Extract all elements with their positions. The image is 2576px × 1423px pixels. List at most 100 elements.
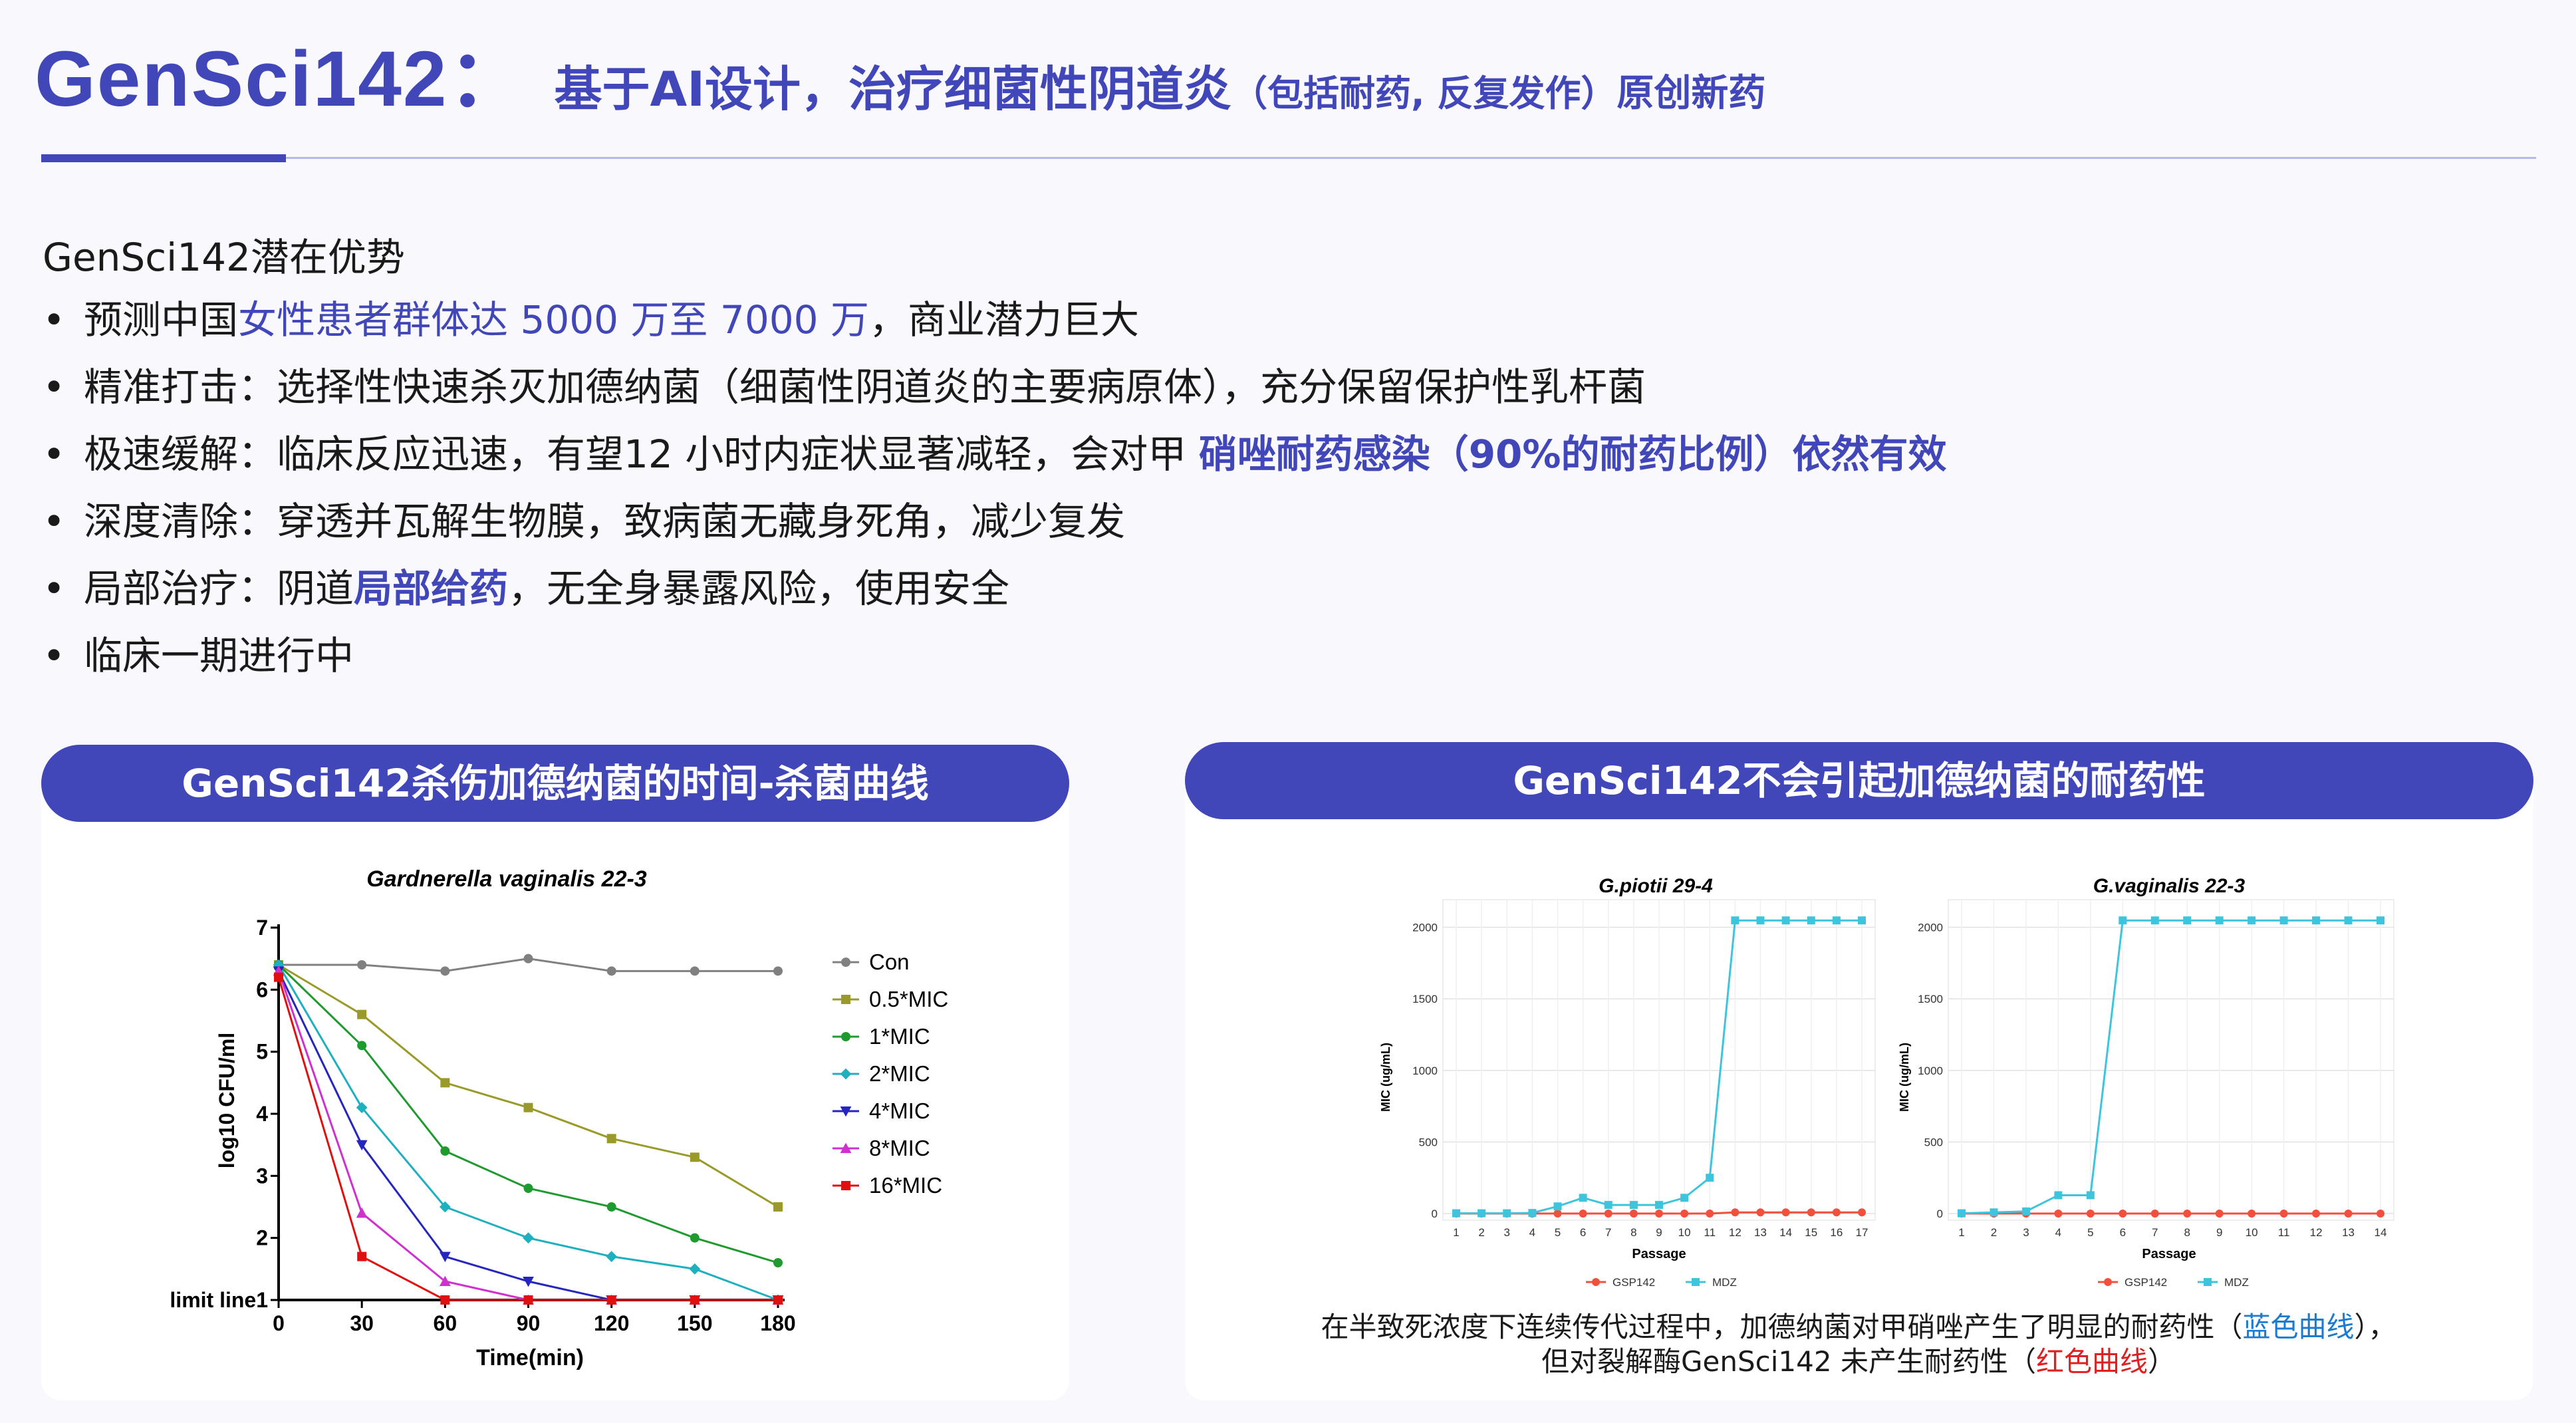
x-tick-label: 30 xyxy=(350,1311,374,1335)
data-point xyxy=(773,1258,783,1267)
data-point xyxy=(2248,916,2256,925)
data-point xyxy=(1452,1209,1460,1218)
y-tick-label: 2000 xyxy=(1918,922,1943,934)
x-tick-label: 17 xyxy=(1856,1226,1868,1239)
plot-area xyxy=(1948,899,2394,1221)
advantage-item: 局部治疗：阴道局部给药，无全身暴露风险，使用安全 xyxy=(43,561,1947,628)
x-tick-label: 6 xyxy=(1580,1226,1586,1239)
data-point xyxy=(1706,1210,1714,1218)
data-point xyxy=(356,1140,368,1151)
data-point xyxy=(2215,1210,2224,1218)
series-line xyxy=(277,964,779,1301)
y-tick-label: 6 xyxy=(256,977,268,1001)
advantage-item: 深度清除：穿透并瓦解生物膜，致病菌无藏身死角，减少复发 xyxy=(43,494,1947,561)
left-panel-title: GenSci142杀伤加德纳菌的时间-杀菌曲线 xyxy=(41,745,1069,822)
left-panel xyxy=(41,758,1069,1400)
x-tick-label: 11 xyxy=(2278,1226,2290,1239)
legend-marker xyxy=(841,995,850,1004)
legend-label: 8*MIC xyxy=(869,1136,930,1160)
data-point xyxy=(2183,916,2192,925)
x-tick-label: 9 xyxy=(2216,1226,2222,1239)
data-point xyxy=(439,1251,451,1263)
series-line xyxy=(277,977,778,1301)
data-point xyxy=(2086,1210,2095,1218)
data-point xyxy=(2248,1210,2256,1218)
x-axis-label: Time(min) xyxy=(476,1345,584,1370)
legend-label: 16*MIC xyxy=(869,1173,942,1198)
data-point xyxy=(1990,1208,1998,1217)
x-tick-label: 14 xyxy=(1779,1226,1792,1239)
y-tick-label: 1500 xyxy=(1412,993,1438,1005)
x-tick-label: 15 xyxy=(1805,1226,1817,1239)
legend-label: MDZ xyxy=(2224,1276,2249,1289)
chart-title: G.vaginalis 22-3 xyxy=(2093,875,2246,897)
legend-label: GSP142 xyxy=(1612,1276,1655,1289)
x-tick-label: 9 xyxy=(1656,1226,1662,1239)
data-point xyxy=(773,1295,783,1305)
data-point xyxy=(2054,1210,2063,1218)
data-point xyxy=(690,966,700,976)
title-paren: （包括耐药, 反复发作） xyxy=(1231,72,1617,114)
data-point xyxy=(690,1233,700,1243)
y-tick-label: 2 xyxy=(256,1226,268,1250)
data-point xyxy=(274,972,283,982)
legend-marker xyxy=(840,1106,852,1117)
x-tick-label: 13 xyxy=(2342,1226,2355,1239)
data-point xyxy=(439,1201,451,1213)
data-point xyxy=(2279,916,2288,925)
data-point xyxy=(606,1295,616,1305)
y-tick-label: 2000 xyxy=(1412,922,1438,934)
title-underline xyxy=(41,157,2536,159)
x-tick-label: 2 xyxy=(1991,1226,1997,1239)
series-line xyxy=(277,970,778,1301)
y-tick-label: 7 xyxy=(256,916,268,940)
series-line xyxy=(277,970,778,1301)
data-point xyxy=(1680,1194,1689,1202)
data-point xyxy=(1503,1209,1511,1218)
data-point xyxy=(1553,1202,1562,1211)
title-main: 基于AI设计，治疗细菌性阴道炎 xyxy=(554,61,1231,117)
y-axis-label: MIC (ug/mL) xyxy=(1379,1043,1392,1112)
data-point xyxy=(773,966,783,976)
legend-marker xyxy=(840,1068,852,1080)
advantages-list: 预测中国女性患者群体达 5000 万至 7000 万，商业潜力巨大 精准打击：选… xyxy=(43,293,1947,696)
x-tick-label: 13 xyxy=(1754,1226,1767,1239)
y-tick-label: limit line1 xyxy=(170,1288,268,1312)
data-point xyxy=(1478,1209,1486,1218)
x-tick-label: 1 xyxy=(1453,1226,1459,1239)
data-point xyxy=(606,1134,616,1144)
title-code: GenSci142： xyxy=(35,35,528,123)
data-point xyxy=(1604,1201,1612,1210)
x-tick-label: 60 xyxy=(434,1311,457,1335)
x-axis-label: Passage xyxy=(1632,1247,1686,1261)
time-kill-chart: Gardnerella vaginalis 22-3 Time(min) log… xyxy=(170,866,948,1370)
x-tick-label: 10 xyxy=(2246,1226,2258,1239)
y-tick-label: 0 xyxy=(1432,1208,1438,1220)
y-tick-label: 1000 xyxy=(1918,1065,1943,1077)
advantages-heading: GenSci142潜在优势 xyxy=(43,235,405,280)
data-point xyxy=(357,1041,367,1051)
data-point xyxy=(1579,1194,1587,1202)
data-point xyxy=(1629,1210,1638,1218)
x-tick-label: 12 xyxy=(1729,1226,1741,1239)
title-tail: 原创新药 xyxy=(1616,72,1766,115)
data-point xyxy=(2344,1210,2353,1218)
y-axis-label: log10 CFU/ml xyxy=(215,1033,239,1168)
data-point xyxy=(1528,1209,1537,1218)
data-point xyxy=(1858,916,1866,925)
x-tick-label: 150 xyxy=(677,1311,712,1335)
x-tick-label: 2 xyxy=(1478,1226,1484,1239)
x-tick-label: 16 xyxy=(1830,1226,1843,1239)
x-tick-label: 5 xyxy=(1555,1226,1561,1239)
y-tick-label: 1000 xyxy=(1412,1065,1438,1077)
data-point xyxy=(2279,1210,2288,1218)
y-tick-label: 0 xyxy=(1937,1208,1943,1220)
data-point xyxy=(523,1184,533,1193)
legend-marker xyxy=(2204,1278,2212,1286)
data-point xyxy=(439,1275,451,1286)
page-title: GenSci142： 基于AI设计，治疗细菌性阴道炎 （包括耐药, 反复发作） … xyxy=(35,15,1765,128)
y-tick-label: 3 xyxy=(256,1164,268,1188)
x-tick-label: 4 xyxy=(2055,1226,2061,1239)
x-tick-label: 6 xyxy=(2120,1226,2126,1239)
legend-label: Con xyxy=(869,950,910,974)
